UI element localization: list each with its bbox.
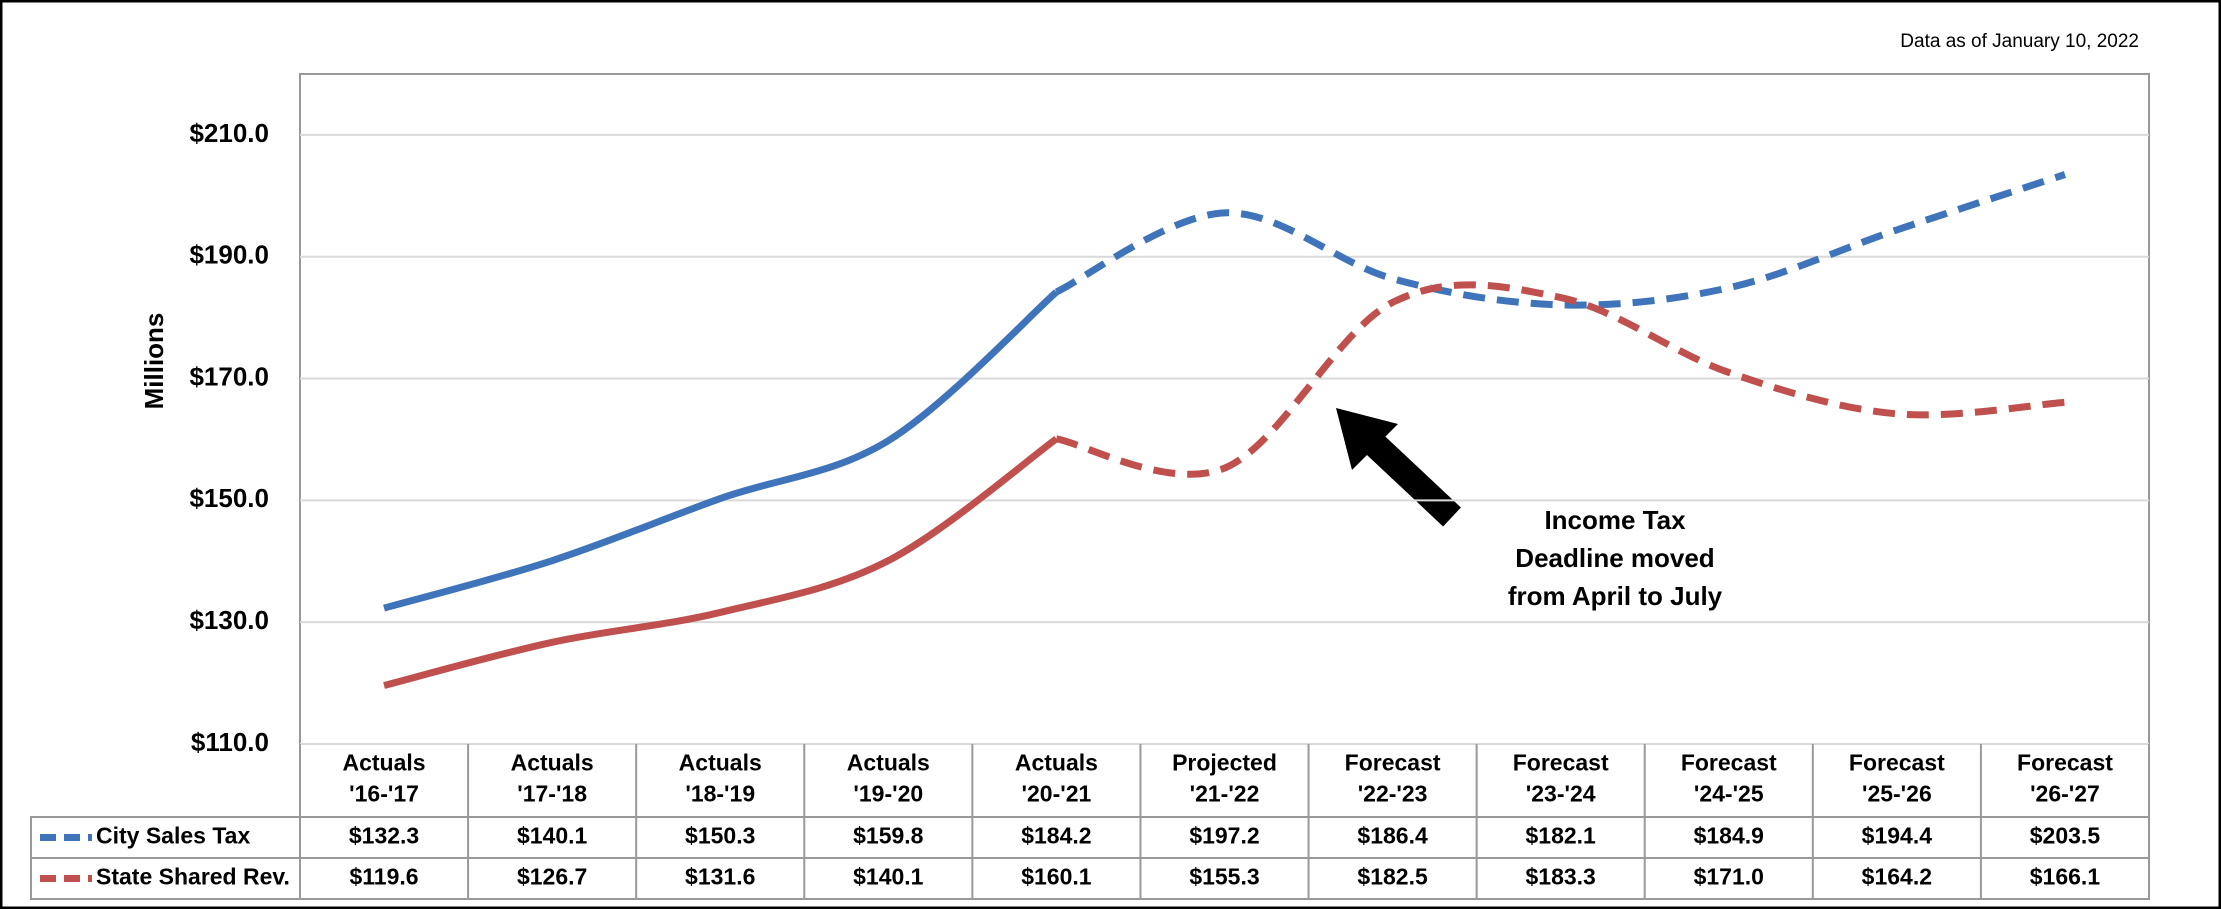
value-label: $140.1 [517,823,588,849]
value-label: $126.7 [517,864,587,890]
value-label: $171.0 [1694,864,1764,890]
value-label: $131.6 [685,864,755,890]
y-tick-label: $190.0 [189,240,269,270]
legend-label: State Shared Rev. [96,864,290,890]
y-tick-label: $170.0 [189,361,269,391]
x-tick-label: Forecast '24-'25 [1681,750,1777,807]
value-label: $119.6 [349,864,418,890]
x-tick-label: Actuals '20-'21 [1015,750,1098,807]
x-tick-label: Forecast '25-'26 [1849,750,1945,807]
value-label: $194.4 [1862,823,1933,849]
value-label: $159.8 [853,823,924,849]
value-label: $140.1 [853,864,924,890]
x-tick-label: Actuals '16-'17 [342,750,425,807]
annotation: Income Tax Deadline moved from April to Ju… [1508,505,1723,611]
value-label: $132.3 [349,823,419,849]
value-label: $166.1 [2030,864,2101,890]
value-label: $160.1 [1021,864,1092,890]
series-line [383,289,1059,612]
value-label: $203.5 [2030,823,2101,849]
x-tick-label: Actuals '18-'19 [679,750,762,807]
y-tick-label: $150.0 [189,483,269,513]
x-tick-label: Forecast '26-'27 [2017,750,2113,807]
series-line [1055,281,2066,478]
x-tick-label: Actuals '17-'18 [511,750,594,807]
x-tick-label: Forecast '23-'24 [1513,750,1609,807]
legend-label: City Sales Tax [96,823,250,849]
value-label: $183.3 [1526,864,1596,890]
y-tick-label: $130.0 [189,605,269,635]
y-axis-label: Millions [139,313,169,410]
series-line [1054,171,2067,309]
value-label: $184.9 [1694,823,1764,849]
y-tick-label: $110.0 [191,727,269,757]
x-tick-label: Forecast '22-'23 [1345,750,1441,807]
y-tick-label: $210.0 [189,118,269,148]
value-label: $182.1 [1526,823,1597,849]
value-label: $197.2 [1189,823,1259,849]
value-label: $186.4 [1357,823,1428,849]
value-label: $155.3 [1189,864,1259,890]
value-label: $164.2 [1862,864,1932,890]
x-tick-label: Actuals '19-'20 [847,750,930,807]
value-label: $150.3 [685,823,755,849]
x-tick-label: Projected '21-'22 [1172,750,1277,807]
value-label: $182.5 [1357,864,1428,890]
data-date-note: Data as of January 10, 2022 [1900,31,2139,52]
arrow [1336,408,1461,527]
value-label: $184.2 [1021,823,1091,849]
series-line [383,436,1059,689]
